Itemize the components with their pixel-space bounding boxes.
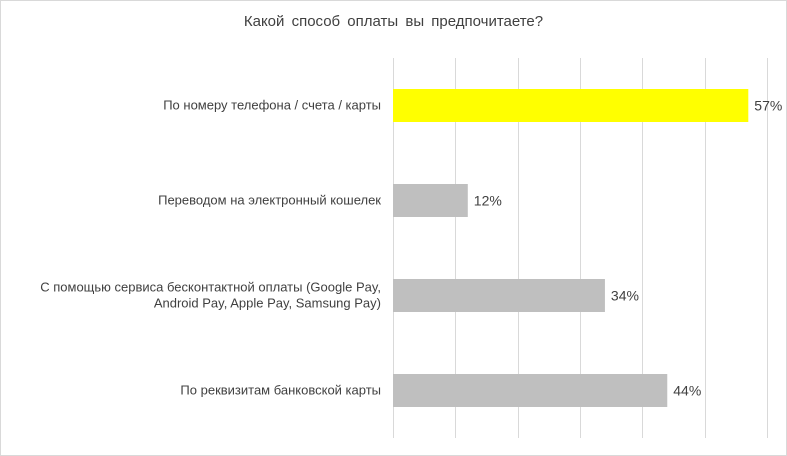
bar [393,279,605,312]
category-label: По реквизитам банковской карты [180,383,381,398]
chart-title: Какой способ оплаты вы предпочитаете? [243,13,544,30]
category-label: По номеру телефона / счета / карты [163,98,381,113]
data-label: 12% [474,193,502,209]
data-label: 44% [673,383,701,399]
bar [393,374,668,407]
bar [393,89,749,122]
data-label: 57% [754,98,782,114]
category-label: С помощью сервиса бесконтактной оплаты (… [40,280,381,295]
bar [393,184,468,217]
category-label: Переводом на электронный кошелек [158,193,381,208]
data-label: 34% [611,288,639,304]
category-label: Android Pay, Apple Pay, Samsung Pay) [154,296,381,311]
